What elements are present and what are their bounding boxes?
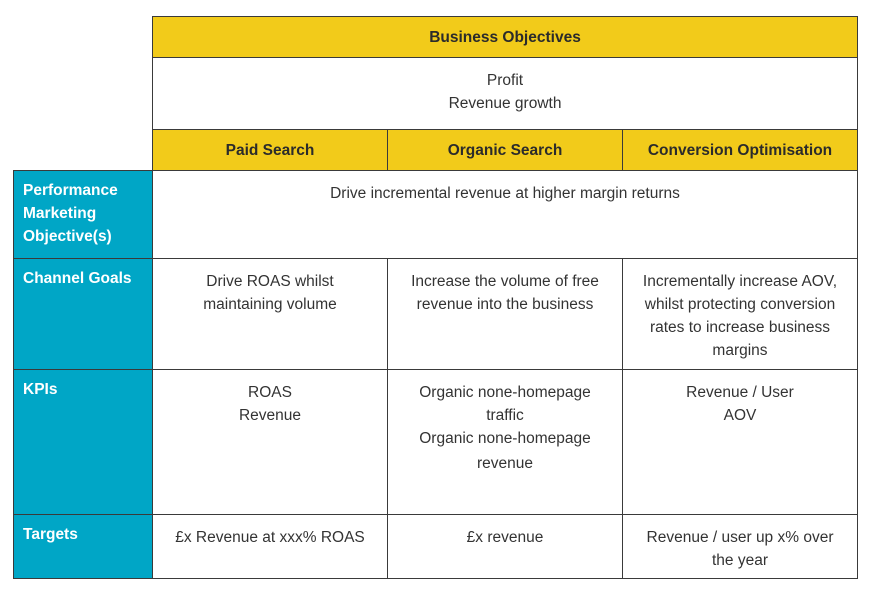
column-header-paid-search: Paid Search [152,129,388,171]
row-label-targets: Targets [13,514,153,579]
performance-objective-value: Drive incremental revenue at higher marg… [152,170,858,259]
kpi-organic-search: Organic none-homepage traffic Organic no… [387,369,623,515]
cell-line: Increase the volume of free [411,273,599,290]
target-paid-search: £x Revenue at xxx% ROAS [152,514,388,579]
cell-line: £x revenue [466,529,544,546]
row-label-line: Marketing [23,205,97,222]
cell-line: Incrementally increase AOV, [642,273,838,290]
column-header-organic-search: Organic Search [387,129,623,171]
cell-line: rates to increase business [649,319,831,336]
row-label-text: Channel Goals [23,270,132,287]
cell-line: margins [712,342,768,359]
column-header-conversion-optimisation: Conversion Optimisation [622,129,858,171]
cell-line: revenue [476,455,533,472]
column-header-label: Organic Search [447,141,563,159]
cell-line: maintaining volume [203,296,337,313]
column-header-label: Paid Search [225,141,315,159]
row-label-text: Targets [23,526,78,543]
cell-line: Revenue [238,407,302,424]
business-objectives-header: Business Objectives [152,16,858,58]
row-label-performance-objectives: Performance Marketing Objective(s) [13,170,153,259]
column-header-label: Conversion Optimisation [647,141,833,159]
row-label-line: Performance [23,182,118,199]
target-conversion-optimisation: Revenue / user up x% over the year [622,514,858,579]
objective-profit: Profit [486,72,524,89]
cell-line: Revenue / User [686,384,794,401]
row-label-kpis: KPIs [13,369,153,515]
channel-goal-organic-search: Increase the volume of free revenue into… [387,258,623,370]
target-organic-search: £x revenue [387,514,623,579]
cell-line: traffic [486,407,524,424]
cell-line: ROAS [248,384,292,401]
cell-line: Drive ROAS whilst [206,273,334,290]
cell-line: Organic none-homepage [419,430,591,447]
channel-goal-paid-search: Drive ROAS whilst maintaining volume [152,258,388,370]
cell-line: Organic none-homepage [419,384,591,401]
cell-line: revenue into the business [416,296,594,313]
row-label-line: Objective(s) [23,228,112,245]
cell-line: Revenue / user up x% over [646,529,834,546]
cell-line: the year [711,552,768,569]
cell-line: £x Revenue at xxx% ROAS [175,529,365,546]
cell-line: whilst protecting conversion [644,296,836,313]
row-label-channel-goals: Channel Goals [13,258,153,370]
kpi-conversion-optimisation: Revenue / User AOV [622,369,858,515]
business-objectives-content: Profit Revenue growth [152,57,858,130]
cell-line: AOV [723,407,757,424]
kpi-paid-search: ROAS Revenue [152,369,388,515]
performance-objective-text: Drive incremental revenue at higher marg… [330,185,680,202]
row-label-text: KPIs [23,381,58,398]
business-objectives-title: Business Objectives [429,28,581,46]
objective-revenue-growth: Revenue growth [448,95,562,112]
channel-goal-conversion-optimisation: Incrementally increase AOV, whilst prote… [622,258,858,370]
